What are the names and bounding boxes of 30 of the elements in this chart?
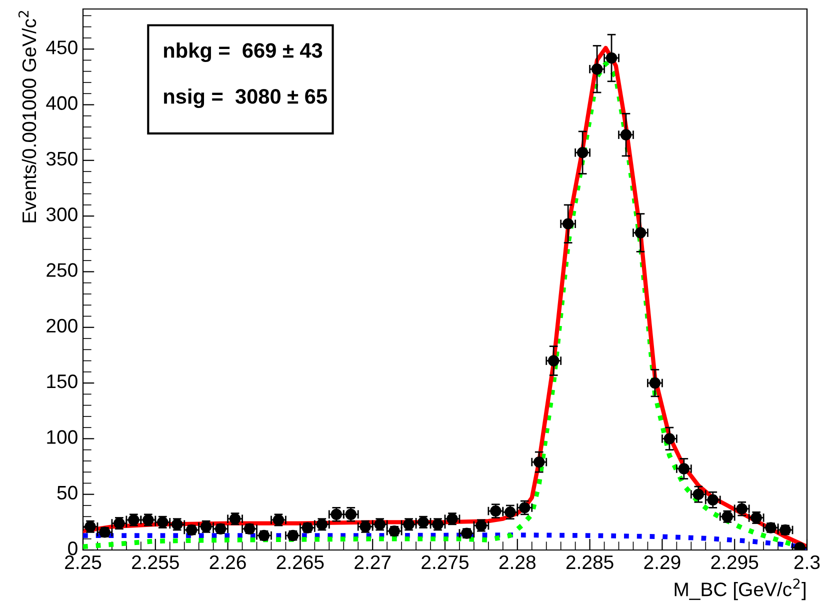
y-tick-label: 200 bbox=[46, 318, 78, 333]
y-tick-label: 0 bbox=[68, 541, 78, 556]
annotation: nbkg = 669 ± 43 bbox=[164, 42, 322, 62]
point bbox=[548, 355, 560, 366]
y-tick-label: 100 bbox=[47, 430, 78, 444]
y-axis-title: Events/0.001000 GeV/c$^{2}$ bbox=[18, 10, 36, 222]
y-tick-label: 300 bbox=[46, 208, 78, 222]
x-axis-title: M_BC [GeV/c$^{2}$] bbox=[674, 578, 806, 600]
y-tick-label: 350 bbox=[46, 152, 78, 166]
x-tick-label: 2.26 bbox=[210, 555, 246, 570]
y-tick-label: 150 bbox=[47, 374, 78, 388]
x-tick-label: 2.25 bbox=[65, 555, 102, 570]
x-tick-label: 2.295 bbox=[711, 555, 758, 570]
x-tick-label: 2.255 bbox=[132, 555, 179, 570]
x-tick-label: 2.275 bbox=[422, 555, 469, 570]
x-tick-label: 2.27 bbox=[354, 555, 391, 569]
x-tick-label: 2.265 bbox=[276, 555, 324, 570]
x-tick-label: 2.28 bbox=[499, 555, 536, 570]
x-tick-label: 2.29 bbox=[644, 555, 680, 570]
annotation: nsig = 3080 ± 65 bbox=[164, 88, 327, 108]
x-tick-label: 2.3 bbox=[794, 555, 820, 570]
x-tick-label: 2.285 bbox=[566, 555, 614, 570]
y-tick-label: 450 bbox=[46, 40, 78, 54]
y-tick-label: 250 bbox=[46, 263, 78, 277]
point bbox=[707, 494, 718, 506]
point bbox=[534, 456, 545, 468]
y-tick-label: 50 bbox=[57, 486, 78, 500]
point bbox=[678, 463, 690, 474]
point bbox=[562, 218, 574, 230]
y-tick-label: 400 bbox=[46, 96, 78, 110]
